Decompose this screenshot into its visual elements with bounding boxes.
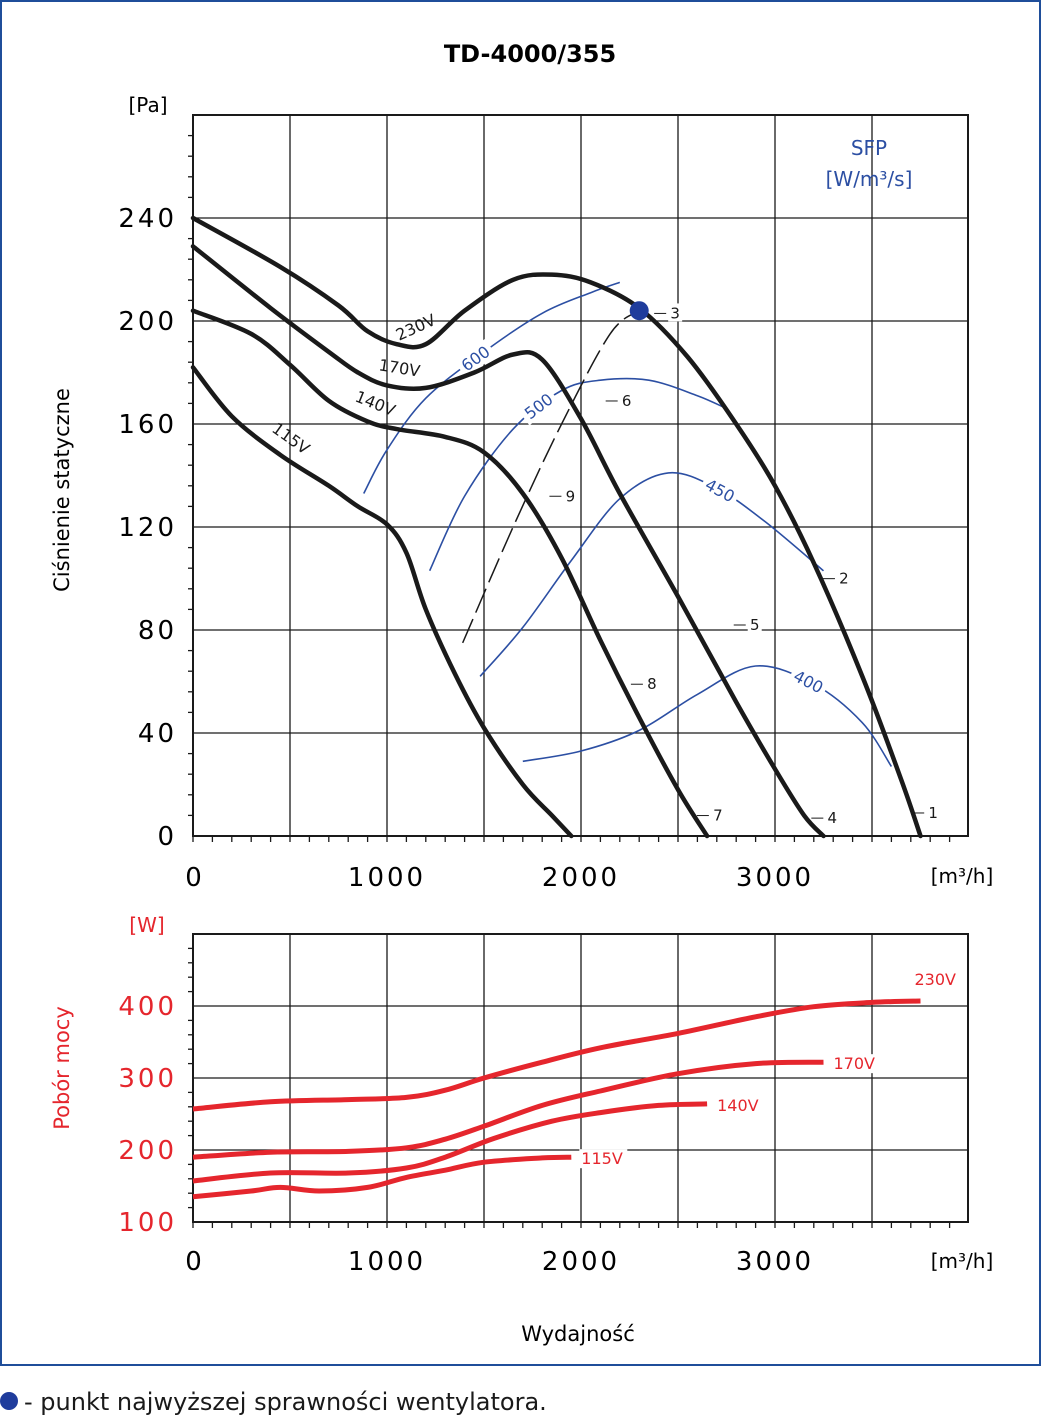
chart-title: TD-4000/355 [444,40,616,68]
power-curve-label: 230V [915,970,957,989]
flow-tick-label: 2000 [542,1247,620,1277]
power-unit: [W] [129,913,164,937]
power-curve-label: 170V [834,1054,876,1073]
point-label: 8 [647,675,657,693]
legend-footnote: - punkt najwyższej sprawności wentylator… [0,1388,547,1416]
sfp-label: SFP [851,136,887,160]
power-label-bg [715,1095,764,1115]
sfp-curve-500 [428,377,727,572]
point-label-bg [926,802,941,821]
pressure-axis-title: Ciśnienie statyczne [50,388,74,592]
best-efficiency-point [629,301,649,321]
power-curve-230V [192,998,921,1112]
point-label-bg [836,568,851,587]
power-label-bg [831,1054,880,1074]
pressure-curve-170V [190,244,826,839]
point-label-bg [619,390,634,409]
pressure-curve-115V [190,365,574,839]
pressure-tick-label: 0 [157,822,177,852]
flow-tick-label: 0 [185,863,205,893]
pressure-grid: 0 40 80 120 160 200 240 0 1000 2000 3000 [118,114,969,893]
power-tick-label: 100 [118,1208,177,1238]
point-label: 5 [750,616,760,634]
point-label: 1 [928,804,938,822]
flow-tick-label: 2000 [542,863,620,893]
point-label-bg [668,303,683,322]
sfp-curve-450 [479,471,825,677]
footnote-text: - punkt najwyższej sprawności wentylator… [24,1388,547,1416]
pressure-tick-label: 160 [118,410,177,440]
operating-line [461,310,640,644]
power-label-bg [912,969,961,989]
pressure-tick-label: 240 [118,204,177,234]
power-curve-label: 140V [717,1096,759,1115]
sfp-label-bg [454,338,497,378]
flow-tick-label: 3000 [736,1247,814,1277]
pressure-tick-label: 200 [118,307,177,337]
power-grid: 100 200 300 400 0 1000 2000 3000 [118,933,969,1277]
chart-frame [0,0,1041,1366]
power-curve-140V [192,1101,708,1184]
point-label-bg [747,615,762,633]
pressure-tick-label: 40 [138,719,177,749]
sfp-curve-400 [522,665,893,767]
sfp-label-bg [787,663,831,700]
top-x-unit: [m³/h] [931,864,994,888]
power-tick-label: 200 [118,1136,177,1166]
point-label-bg [644,674,659,693]
sfp-label-bg [698,472,742,509]
pressure-unit: [Pa] [128,93,167,117]
point-label: 9 [566,487,576,505]
power-tick-label: 400 [118,992,177,1022]
pressure-curve-140V [190,308,710,839]
x-axis-title: Wydajność [521,1322,635,1346]
sfp-unit: [W/m³/s] [826,167,913,191]
point-label: 3 [670,304,680,322]
flow-tick-label: 1000 [348,1247,426,1277]
power-axis-title: Pobór mocy [50,1006,74,1130]
pressure-curve-230V [190,215,923,839]
power-label-bg [579,1149,628,1169]
flow-tick-label: 0 [185,1247,205,1277]
bottom-x-unit: [m³/h] [931,1249,994,1273]
point-label: 6 [622,392,632,410]
best-efficiency-dot-icon [0,1392,18,1410]
power-curve-170V [192,1059,824,1160]
point-label: 2 [839,570,849,588]
flow-tick-label: 1000 [348,863,426,893]
pressure-curve-label: 170V [377,355,421,380]
point-label-bg [710,805,725,824]
point-label-bg [825,808,840,827]
pressure-tick-label: 120 [118,513,177,543]
chart-marks: 600500450400230V170V140V115V123456789230… [190,215,961,1200]
pressure-curve-label: 140V [352,387,398,420]
sfp-label-bg [517,386,560,426]
pressure-tick-label: 80 [138,616,177,646]
flow-tick-label: 3000 [736,863,814,893]
point-label: 7 [713,807,723,825]
power-tick-label: 300 [118,1064,177,1094]
point-label-bg [563,486,578,505]
power-curve-label: 115V [581,1149,623,1168]
power-curve-115V [192,1154,572,1200]
point-label: 4 [828,809,838,827]
